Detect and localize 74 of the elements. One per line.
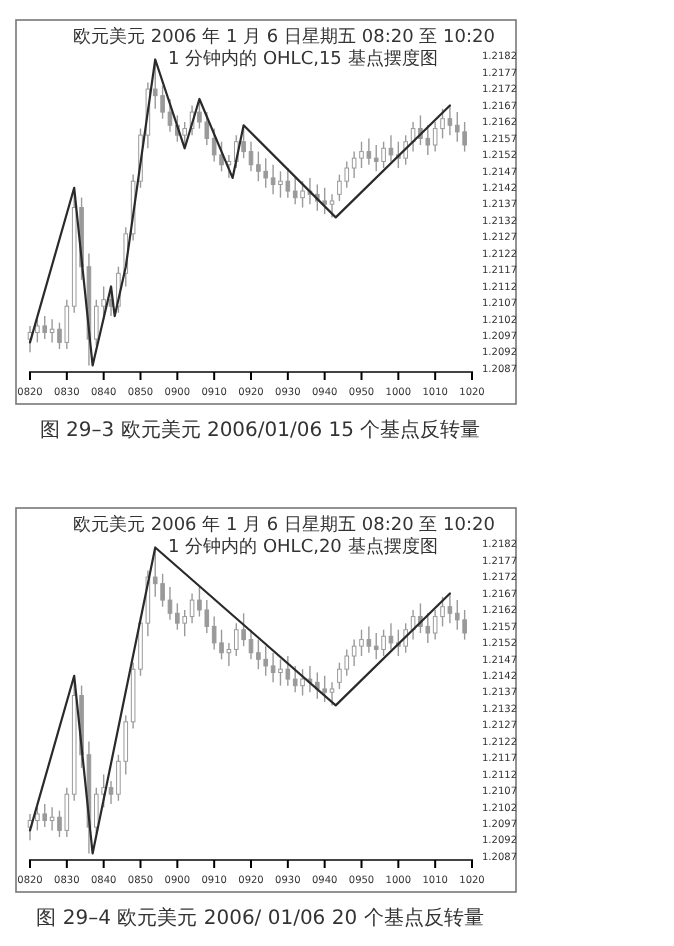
- candlestick: [344, 648, 350, 677]
- candlestick: [432, 609, 438, 641]
- candlestick: [292, 177, 298, 205]
- candlestick: [182, 121, 187, 149]
- candlestick: [160, 573, 165, 608]
- candlestick: [160, 85, 165, 120]
- candlestick: [167, 98, 173, 133]
- candlestick: [292, 665, 298, 693]
- candlestick: [49, 806, 55, 832]
- candlestick: [322, 187, 327, 215]
- candlestick: [49, 318, 55, 344]
- candlestick: [219, 629, 224, 661]
- candlestick: [381, 141, 386, 169]
- candlestick: [462, 121, 467, 153]
- candlestick: [351, 150, 357, 179]
- candlestick: [35, 806, 40, 832]
- candlestick: [329, 193, 335, 219]
- candlestick: [344, 160, 350, 189]
- chart-title: 欧元美元 2006 年 1 月 6 日星期五 08:20 至 10:20: [73, 26, 496, 48]
- candlestick: [35, 318, 40, 344]
- caption: 图 29–4 欧元美元 2006/ 01/06 20 个基点反转量: [36, 906, 484, 930]
- candlestick: [440, 108, 445, 140]
- candlestick: [366, 137, 372, 166]
- text: 1 分钟内的 OHLC,15 基点摆度图: [168, 48, 438, 70]
- candlestick: [211, 615, 217, 651]
- candlestick: [337, 173, 342, 202]
- candlestick: [329, 681, 335, 707]
- candlestick: [278, 658, 283, 687]
- candlestick: [270, 652, 276, 684]
- candlestick: [270, 164, 276, 196]
- candlestick: [432, 121, 438, 153]
- candlestick: [359, 629, 364, 657]
- caption: 图 29–3 欧元美元 2006/01/06 15 个基点反转量: [39, 418, 481, 442]
- candlestick: [175, 602, 180, 631]
- candlestick: [42, 315, 48, 340]
- candlestick: [410, 609, 416, 641]
- candlestick: [454, 111, 460, 143]
- candlestick: [219, 141, 224, 173]
- candlestick: [373, 632, 379, 661]
- candlestick: [285, 655, 291, 687]
- candlestick: [256, 150, 261, 182]
- candlestick: [447, 104, 453, 136]
- candlestick: [278, 170, 283, 199]
- chart-title: 欧元美元 2006 年 1 月 6 日星期五 08:20 至 10:20: [73, 514, 496, 536]
- candlestick: [366, 625, 372, 654]
- candlestick: [454, 599, 460, 631]
- candlestick: [462, 609, 467, 641]
- text: 1 分钟内的 OHLC,20 基点摆度图: [168, 536, 438, 558]
- candlestick: [373, 144, 379, 173]
- candlestick: [322, 675, 327, 703]
- candlestick: [300, 668, 305, 697]
- candlestick: [440, 596, 445, 628]
- candlestick: [300, 180, 305, 209]
- candlestick: [189, 592, 195, 624]
- candlestick: [388, 134, 394, 163]
- candlestick: [42, 803, 48, 828]
- candlestick: [285, 167, 291, 199]
- candlestick: [410, 121, 416, 153]
- candlestick: [256, 638, 261, 670]
- candlestick: [351, 638, 357, 667]
- candlestick: [388, 622, 394, 651]
- candlestick: [337, 661, 342, 690]
- candlestick: [167, 586, 173, 621]
- candlestick: [425, 124, 431, 156]
- candlestick: [381, 629, 386, 657]
- candlestick: [425, 612, 431, 644]
- candlestick: [241, 612, 246, 647]
- candlestick: [315, 671, 320, 700]
- candlestick: [263, 645, 269, 677]
- candlestick: [233, 622, 239, 657]
- candlestick: [211, 127, 217, 163]
- candlestick: [447, 592, 453, 624]
- candlestick: [359, 141, 364, 169]
- candlestick: [263, 157, 269, 189]
